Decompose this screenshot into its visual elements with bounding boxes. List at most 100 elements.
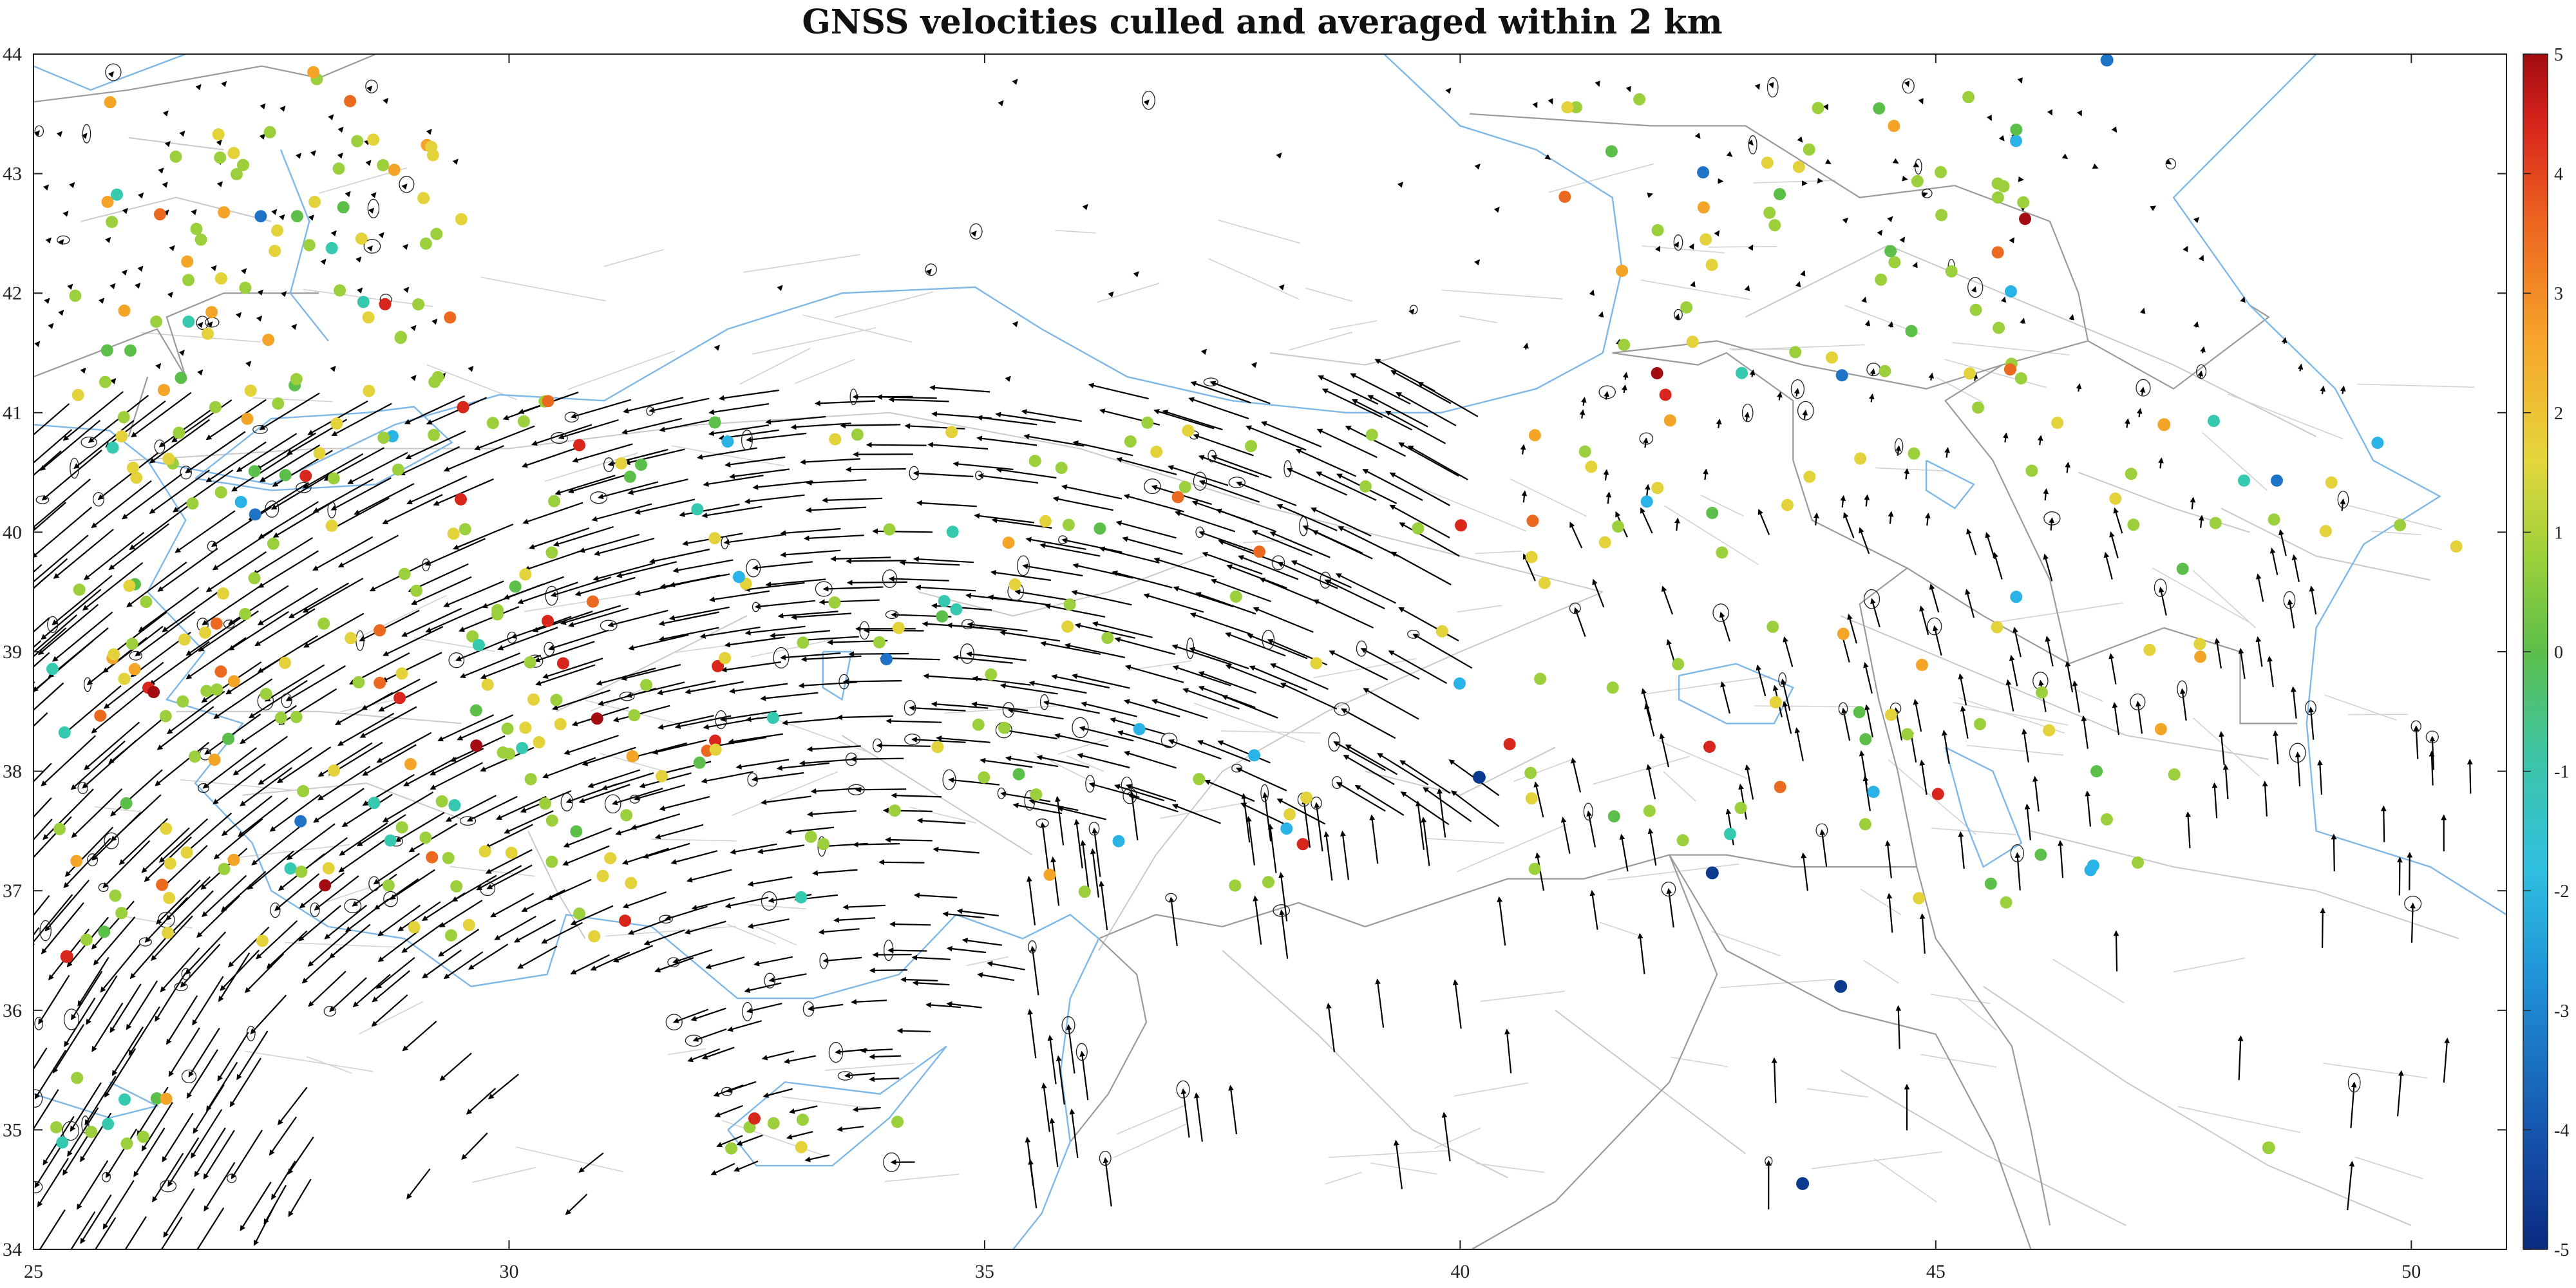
- gnss-station-dot[interactable]: [254, 210, 267, 223]
- gnss-station-dot[interactable]: [408, 921, 421, 934]
- gnss-station-dot[interactable]: [351, 135, 364, 147]
- gnss-station-dot[interactable]: [1651, 482, 1664, 495]
- gnss-station-dot[interactable]: [524, 773, 537, 786]
- gnss-station-dot[interactable]: [519, 721, 532, 734]
- gnss-station-dot[interactable]: [1875, 273, 1888, 286]
- gnss-station-dot[interactable]: [950, 603, 963, 616]
- gnss-station-dot[interactable]: [202, 327, 214, 340]
- gnss-station-dot[interactable]: [891, 1115, 904, 1128]
- gnss-station-dot[interactable]: [337, 201, 350, 214]
- gnss-station-dot[interactable]: [186, 497, 199, 510]
- gnss-station-dot[interactable]: [160, 1092, 173, 1105]
- gnss-station-dot[interactable]: [1792, 160, 1805, 173]
- gnss-station-dot[interactable]: [1012, 768, 1025, 781]
- gnss-station-dot[interactable]: [176, 695, 189, 708]
- gnss-station-dot[interactable]: [1705, 258, 1718, 271]
- gnss-station-dot[interactable]: [106, 441, 119, 454]
- gnss-station-dot[interactable]: [1229, 879, 1242, 892]
- gnss-station-dot[interactable]: [2043, 724, 2056, 737]
- gnss-station-dot[interactable]: [377, 159, 390, 171]
- gnss-station-dot[interactable]: [1859, 818, 1871, 831]
- gnss-station-dot[interactable]: [455, 493, 467, 506]
- gnss-station-dot[interactable]: [1009, 578, 1021, 591]
- gnss-station-dot[interactable]: [248, 572, 261, 585]
- gnss-station-dot[interactable]: [1884, 708, 1897, 721]
- gnss-station-dot[interactable]: [1124, 435, 1137, 448]
- gnss-station-dot[interactable]: [767, 1117, 780, 1130]
- gnss-station-dot[interactable]: [248, 465, 261, 478]
- gnss-station-dot[interactable]: [1676, 834, 1689, 847]
- gnss-station-dot[interactable]: [218, 206, 231, 219]
- gnss-station-dot[interactable]: [319, 879, 332, 892]
- gnss-station-dot[interactable]: [945, 426, 958, 439]
- gnss-station-dot[interactable]: [1766, 620, 1779, 633]
- gnss-station-dot[interactable]: [308, 196, 321, 208]
- gnss-station-dot[interactable]: [2100, 53, 2114, 67]
- gnss-station-dot[interactable]: [946, 526, 959, 538]
- gnss-station-dot[interactable]: [1826, 351, 1838, 364]
- gnss-station-dot[interactable]: [1697, 201, 1710, 214]
- gnss-station-dot[interactable]: [208, 753, 221, 766]
- gnss-station-dot[interactable]: [1859, 733, 1872, 746]
- gnss-station-dot[interactable]: [491, 608, 504, 621]
- gnss-station-dot[interactable]: [1651, 224, 1664, 236]
- gnss-station-dot[interactable]: [545, 814, 558, 827]
- gnss-station-dot[interactable]: [1945, 265, 1958, 278]
- gnss-station-dot[interactable]: [426, 851, 439, 864]
- gnss-station-dot[interactable]: [817, 838, 830, 851]
- gnss-station-dot[interactable]: [828, 596, 841, 609]
- gnss-station-dot[interactable]: [1781, 498, 1794, 511]
- gnss-station-dot[interactable]: [880, 653, 893, 666]
- gnss-station-dot[interactable]: [1245, 440, 1257, 453]
- gnss-station-dot[interactable]: [118, 304, 131, 317]
- gnss-station-dot[interactable]: [1686, 336, 1699, 348]
- gnss-station-dot[interactable]: [1150, 446, 1163, 458]
- gnss-station-dot[interactable]: [1888, 120, 1900, 132]
- gnss-station-dot[interactable]: [325, 242, 338, 254]
- gnss-station-dot[interactable]: [573, 907, 585, 920]
- gnss-station-dot[interactable]: [519, 568, 532, 581]
- gnss-station-dot[interactable]: [725, 1142, 737, 1155]
- gnss-station-dot[interactable]: [94, 709, 107, 722]
- gnss-station-dot[interactable]: [1663, 414, 1676, 427]
- gnss-station-dot[interactable]: [1984, 877, 1997, 890]
- gnss-station-dot[interactable]: [2003, 363, 2016, 376]
- gnss-station-dot[interactable]: [274, 712, 287, 724]
- gnss-station-dot[interactable]: [100, 344, 113, 357]
- gnss-station-dot[interactable]: [1472, 770, 1486, 784]
- gnss-station-dot[interactable]: [345, 632, 357, 645]
- gnss-station-dot[interactable]: [1736, 366, 1748, 379]
- gnss-station-dot[interactable]: [330, 417, 343, 430]
- gnss-station-dot[interactable]: [173, 426, 185, 439]
- gnss-station-dot[interactable]: [130, 471, 143, 484]
- gnss-station-dot[interactable]: [797, 636, 810, 649]
- gnss-station-dot[interactable]: [159, 710, 172, 723]
- gnss-station-dot[interactable]: [1525, 551, 1538, 564]
- gnss-station-dot[interactable]: [2168, 768, 2181, 781]
- gnss-station-dot[interactable]: [1991, 246, 2004, 259]
- gnss-station-dot[interactable]: [222, 732, 234, 745]
- gnss-station-dot[interactable]: [237, 158, 249, 171]
- gnss-station-dot[interactable]: [1248, 749, 1261, 762]
- gnss-station-dot[interactable]: [719, 652, 732, 665]
- gnss-station-dot[interactable]: [1974, 717, 1986, 730]
- gnss-station-dot[interactable]: [628, 709, 641, 722]
- gnss-station-dot[interactable]: [140, 596, 153, 608]
- gnss-station-dot[interactable]: [357, 296, 370, 308]
- gnss-station-dot[interactable]: [60, 950, 73, 963]
- gnss-station-dot[interactable]: [1094, 522, 1106, 535]
- gnss-station-dot[interactable]: [137, 1130, 149, 1143]
- gnss-station-dot[interactable]: [1043, 868, 1056, 881]
- gnss-station-dot[interactable]: [1697, 166, 1710, 179]
- gnss-station-dot[interactable]: [104, 96, 117, 109]
- gnss-station-dot[interactable]: [1834, 980, 1848, 993]
- gnss-station-dot[interactable]: [1789, 346, 1802, 359]
- gnss-station-dot[interactable]: [804, 830, 817, 843]
- gnss-station-dot[interactable]: [98, 925, 111, 938]
- gnss-station-dot[interactable]: [211, 683, 223, 696]
- gnss-station-dot[interactable]: [1633, 93, 1646, 106]
- gnss-station-dot[interactable]: [1002, 536, 1015, 549]
- gnss-station-dot[interactable]: [80, 933, 93, 946]
- gnss-station-dot[interactable]: [626, 750, 639, 762]
- gnss-station-dot[interactable]: [272, 397, 285, 410]
